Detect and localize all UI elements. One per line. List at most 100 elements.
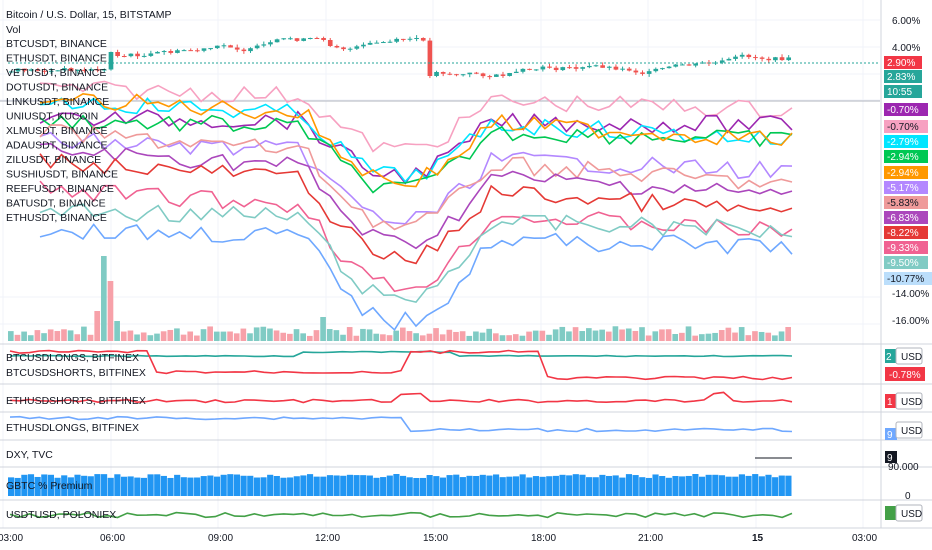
usdt-line [9,511,793,519]
gbtc-bar-90 [605,475,613,496]
candle-body-48 [327,40,333,46]
candle-body-2 [22,68,27,71]
candle-body-59 [400,38,406,40]
candle-body-79 [533,69,539,71]
volume-bar-101 [679,332,685,341]
series-line-6 [39,92,793,188]
gbtc-bar-22 [154,474,161,496]
tag-bg-9 [884,196,928,209]
volume-bar-18 [127,330,134,341]
tag-bg-0 [884,56,922,69]
gbtc-bar-30 [207,475,214,496]
gbtc-bar-75 [506,476,513,496]
axis-label-4: 4.00% [892,43,920,54]
legend-item-2: VETUSDT, BINANCE [6,67,106,79]
candle-body-21 [148,53,154,56]
gbtc-bar-108 [725,476,732,496]
gbtc-bar-26 [180,477,187,496]
price-candles [8,35,880,80]
volume-bar-114 [765,332,772,341]
candle-body-110 [739,54,745,57]
tag-bg-4 [884,120,928,133]
candle-body-101 [680,64,685,66]
pane-label-ethlongs: ETHUSDLONGS, BITFINEX [6,422,139,434]
gbtc-bar-62 [419,477,427,496]
gbtc-bar-86 [579,474,586,496]
volume-label: Vol [6,24,21,36]
usd-button-4[interactable] [895,504,923,522]
volume-bar-22 [154,333,160,341]
candle-body-50 [341,47,346,50]
volume-bar-37 [253,327,260,341]
gbtc-bar-107 [718,475,726,496]
gbtc-bar-36 [247,475,254,496]
candle-body-19 [135,53,140,57]
btcshorts-line [9,349,793,381]
usd-button-1[interactable] [895,347,923,365]
gbtc-bar-24 [167,477,174,496]
candle-body-20 [141,55,147,57]
gbtc-bar-31 [213,476,221,496]
candle-body-38 [261,44,267,46]
volume-bar-10 [74,334,81,341]
volume-bar-98 [659,329,665,341]
usd-button-2[interactable] [895,392,923,410]
candle-body-102 [686,64,692,66]
tag-bg-13 [884,256,928,269]
tag-bg-7 [884,166,928,179]
gbtc-bar-77 [519,474,526,496]
gbtc-bar-83 [559,474,566,496]
volume-bar-30 [207,326,213,341]
candle-body-12 [88,69,94,71]
gbtc-bar-97 [652,474,659,496]
time-label-2100: 21:00 [638,533,663,544]
volume-bar-47 [320,317,326,341]
tag-bg-6 [884,150,928,163]
candle-body-112 [753,57,758,59]
time-label-0600: 06:00 [100,533,125,544]
gbtc-bar-47 [320,476,327,496]
candle-body-49 [334,46,340,48]
candle-body-53 [361,44,366,47]
candle-body-41 [281,38,287,40]
time-label-0300b: 03:00 [852,533,877,544]
gbtc-bar-27 [187,477,194,496]
gbtc-bar-116 [778,475,785,496]
volume-bar-96 [645,335,652,341]
candle-body-11 [82,69,87,71]
series-line-3 [39,109,793,185]
gbtc-bar-17 [120,476,128,496]
usd-button-3[interactable] [895,421,923,439]
gbtc-bar-11 [81,475,88,496]
gbtc-bar-33 [227,474,234,496]
candle-body-56 [381,42,386,44]
volume-bar-46 [313,330,320,341]
volume-bar-97 [652,331,659,341]
grid [0,0,880,528]
volume-bar-52 [353,335,360,341]
volume-bar-64 [433,328,439,341]
gbtc-axis: 0 [905,491,911,502]
candle-body-64 [434,72,439,76]
legend-item-4: LINKUSDT, BINANCE [6,96,109,108]
time-axis[interactable]: 03:00 06:00 09:00 12:00 15:00 18:00 21:0… [0,533,877,544]
right-price-axis[interactable]: 6.00% 4.00% -14.00% -16.00% [892,16,929,327]
candle-body-4 [35,69,41,71]
volume-bar-26 [180,334,187,341]
volume-bar-71 [479,332,486,341]
candle-body-17 [121,56,127,57]
gbtc-bar-109 [732,476,739,496]
gbtc-bar-85 [572,474,579,496]
gbtc-bar-89 [599,474,606,496]
gbtc-bar-65 [439,477,447,496]
volume-bar-4 [34,330,41,341]
gbtc-bar-39 [267,474,274,496]
gbtc-bar-19 [134,477,141,496]
candle-body-58 [394,38,400,42]
volume-bar-93 [625,328,632,341]
volume-bar-91 [612,326,619,341]
candle-body-67 [454,74,459,76]
gbtc-bar-0 [8,477,15,496]
tag-text-13: -9.50% [887,258,919,269]
